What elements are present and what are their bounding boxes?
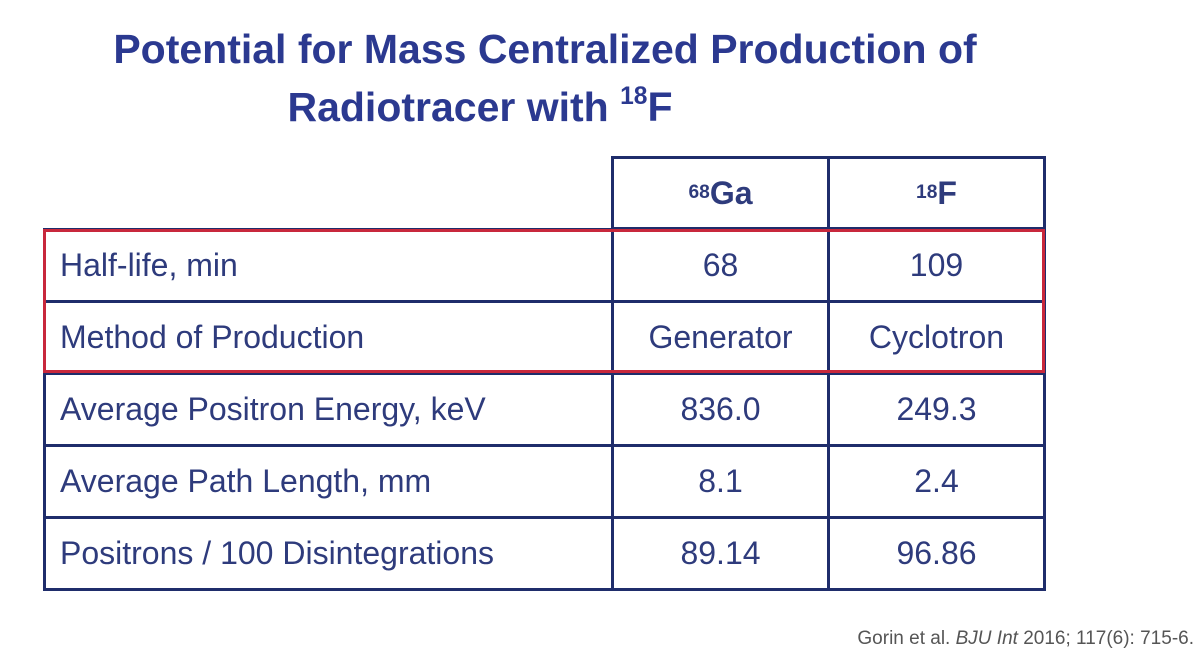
highlight-box: [43, 229, 1045, 373]
header-cell: 68 Ga: [611, 156, 830, 230]
row-label: Average Positron Energy, keV: [43, 372, 614, 447]
element: Ga: [709, 174, 753, 211]
journal: BJU Int: [955, 628, 1018, 649]
header-cell: 18 F: [827, 156, 1046, 230]
table-cell: 2.4: [827, 444, 1046, 519]
details: 2016; 117(6): 715-6.: [1023, 628, 1194, 649]
row-label: Average Path Length, mm: [43, 444, 614, 519]
table-cell: 8.1: [611, 444, 830, 519]
table-cell: 96.86: [827, 516, 1046, 591]
table-cell: 836.0: [611, 372, 830, 447]
superscript: 18: [620, 82, 648, 110]
title-text: F: [647, 84, 673, 130]
row-label: Positrons / 100 Disintegrations: [43, 516, 614, 591]
title-text: Radiotracer with: [287, 84, 609, 130]
title-line: Potential for Mass Centralized Productio…: [113, 26, 977, 72]
title-line: Radiotracer with 18F: [130, 84, 830, 131]
table-cell: 89.14: [611, 516, 830, 591]
authors: Gorin et al.: [857, 628, 951, 649]
table-cell: 249.3: [827, 372, 1046, 447]
element: F: [937, 174, 957, 211]
citation: Gorin et al. BJU Int 2016; 117(6): 715-6…: [857, 628, 1194, 650]
